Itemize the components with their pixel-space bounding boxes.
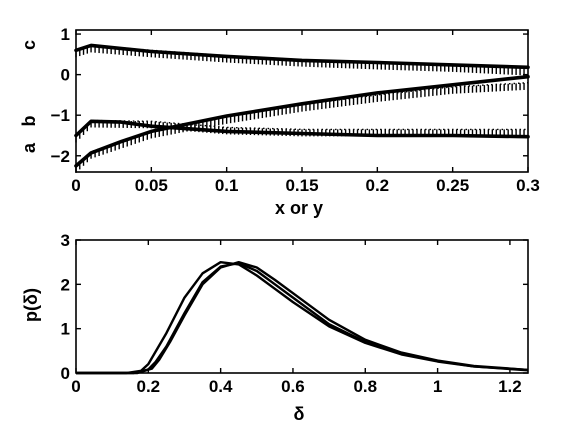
series-4-line: [74, 74, 530, 168]
y-tick-label: −1: [51, 106, 70, 125]
side-label-a: a: [19, 142, 39, 153]
top-panel: 0 0.05 0.1 0.15 0.2 0.25 0.3 −2 −1 0 1: [51, 25, 540, 195]
x-tick-label: 1: [433, 377, 442, 396]
bottom-y-axis-label: p(δ): [21, 288, 41, 322]
side-label-b: b: [19, 116, 39, 127]
y-tick-label: 0: [61, 66, 70, 85]
x-tick-label: 1.2: [498, 377, 522, 396]
side-label-c: c: [19, 40, 39, 50]
y-tick-label: 1: [61, 25, 70, 44]
y-tick-label: −2: [51, 147, 70, 166]
series-2-line: [76, 261, 529, 375]
x-tick-label: 0: [71, 377, 80, 396]
x-tick-label: 0.05: [135, 176, 168, 195]
series-1-line: [76, 261, 529, 375]
x-tick-label: 0.15: [285, 176, 318, 195]
series-5-dotted-line: [75, 82, 529, 167]
x-tick-label: 0.2: [136, 377, 160, 396]
bottom-panel: 0 0.2 0.4 0.6 0.8 1 1.2 0 1 2 3: [61, 231, 529, 396]
y-tick-label: 3: [61, 231, 70, 250]
x-tick-label: 0.25: [436, 176, 469, 195]
x-tick-label: 0.1: [215, 176, 239, 195]
x-tick-label: 0.2: [366, 176, 390, 195]
y-tick-label: 0: [61, 364, 70, 383]
x-tick-label: 0: [71, 176, 80, 195]
series-1-dotted-line: [75, 44, 529, 70]
series-0-line: [76, 261, 529, 375]
x-tick-label: 0.4: [209, 377, 233, 396]
series-3-dotted-line: [75, 119, 528, 136]
bottom-x-axis-label: δ: [294, 404, 305, 424]
y-tick-label: 2: [61, 275, 70, 294]
y-tick-label: 1: [61, 320, 70, 339]
x-tick-label: 0.8: [353, 377, 377, 396]
x-tick-label: 0.6: [281, 377, 305, 396]
x-tick-label: 0.3: [516, 176, 540, 195]
plot-frame: [75, 239, 529, 374]
top-x-axis-label: x or y: [275, 198, 323, 218]
